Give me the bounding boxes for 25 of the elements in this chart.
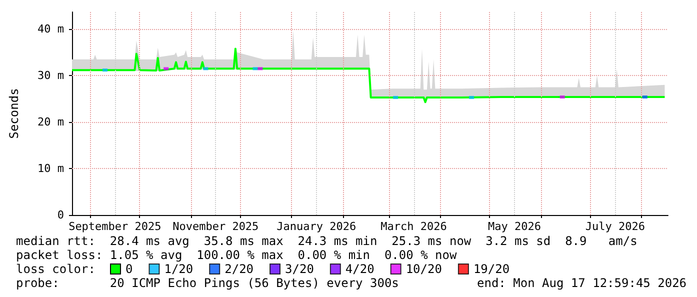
text: loss color: xyxy=(16,262,96,276)
y-tick-label: 10 m xyxy=(38,162,64,176)
text: packet loss: 1.05 % avg 100.00 % max 0.00 % min 0.00 % now xyxy=(16,248,457,262)
text: median rtt: 28.4 ms avg 35.8 ms max 24.3 ms min 25.3 ms now 3.2 ms sd 8.9 am/s xyxy=(16,234,638,248)
line-series xyxy=(71,48,666,104)
legend-label: 2/20 xyxy=(224,262,254,276)
x-tick-label: May 2026 xyxy=(488,220,541,233)
y-tick-label: 30 m xyxy=(38,69,64,82)
x-tick-label: July 2026 xyxy=(585,220,645,233)
text: end: Mon Aug 17 12:59:45 2026 xyxy=(477,276,687,290)
legend-label: 3/20 xyxy=(285,262,314,276)
y-tick-label: 20 m xyxy=(38,116,64,129)
y-tick-label: 40 m xyxy=(38,22,64,36)
legend-label: 1/20 xyxy=(164,262,194,276)
legend-label: 4/20 xyxy=(345,262,374,276)
legend-label: 0 xyxy=(126,262,133,276)
y-tick-label: 0 xyxy=(57,208,64,222)
text: probe: 20 ICMP Echo Pings (56 Bytes) every 300s xyxy=(16,276,399,290)
legend-label: 19/20 xyxy=(473,262,510,276)
legend-label: 10/20 xyxy=(406,262,442,276)
x-tick-label: November 2025 xyxy=(172,220,259,233)
y-axis-title: Seconds xyxy=(7,88,21,139)
x-tick-label: March 2026 xyxy=(380,220,447,233)
x-tick-label: January 2026 xyxy=(276,220,356,233)
x-tick-label: September 2025 xyxy=(68,220,162,233)
